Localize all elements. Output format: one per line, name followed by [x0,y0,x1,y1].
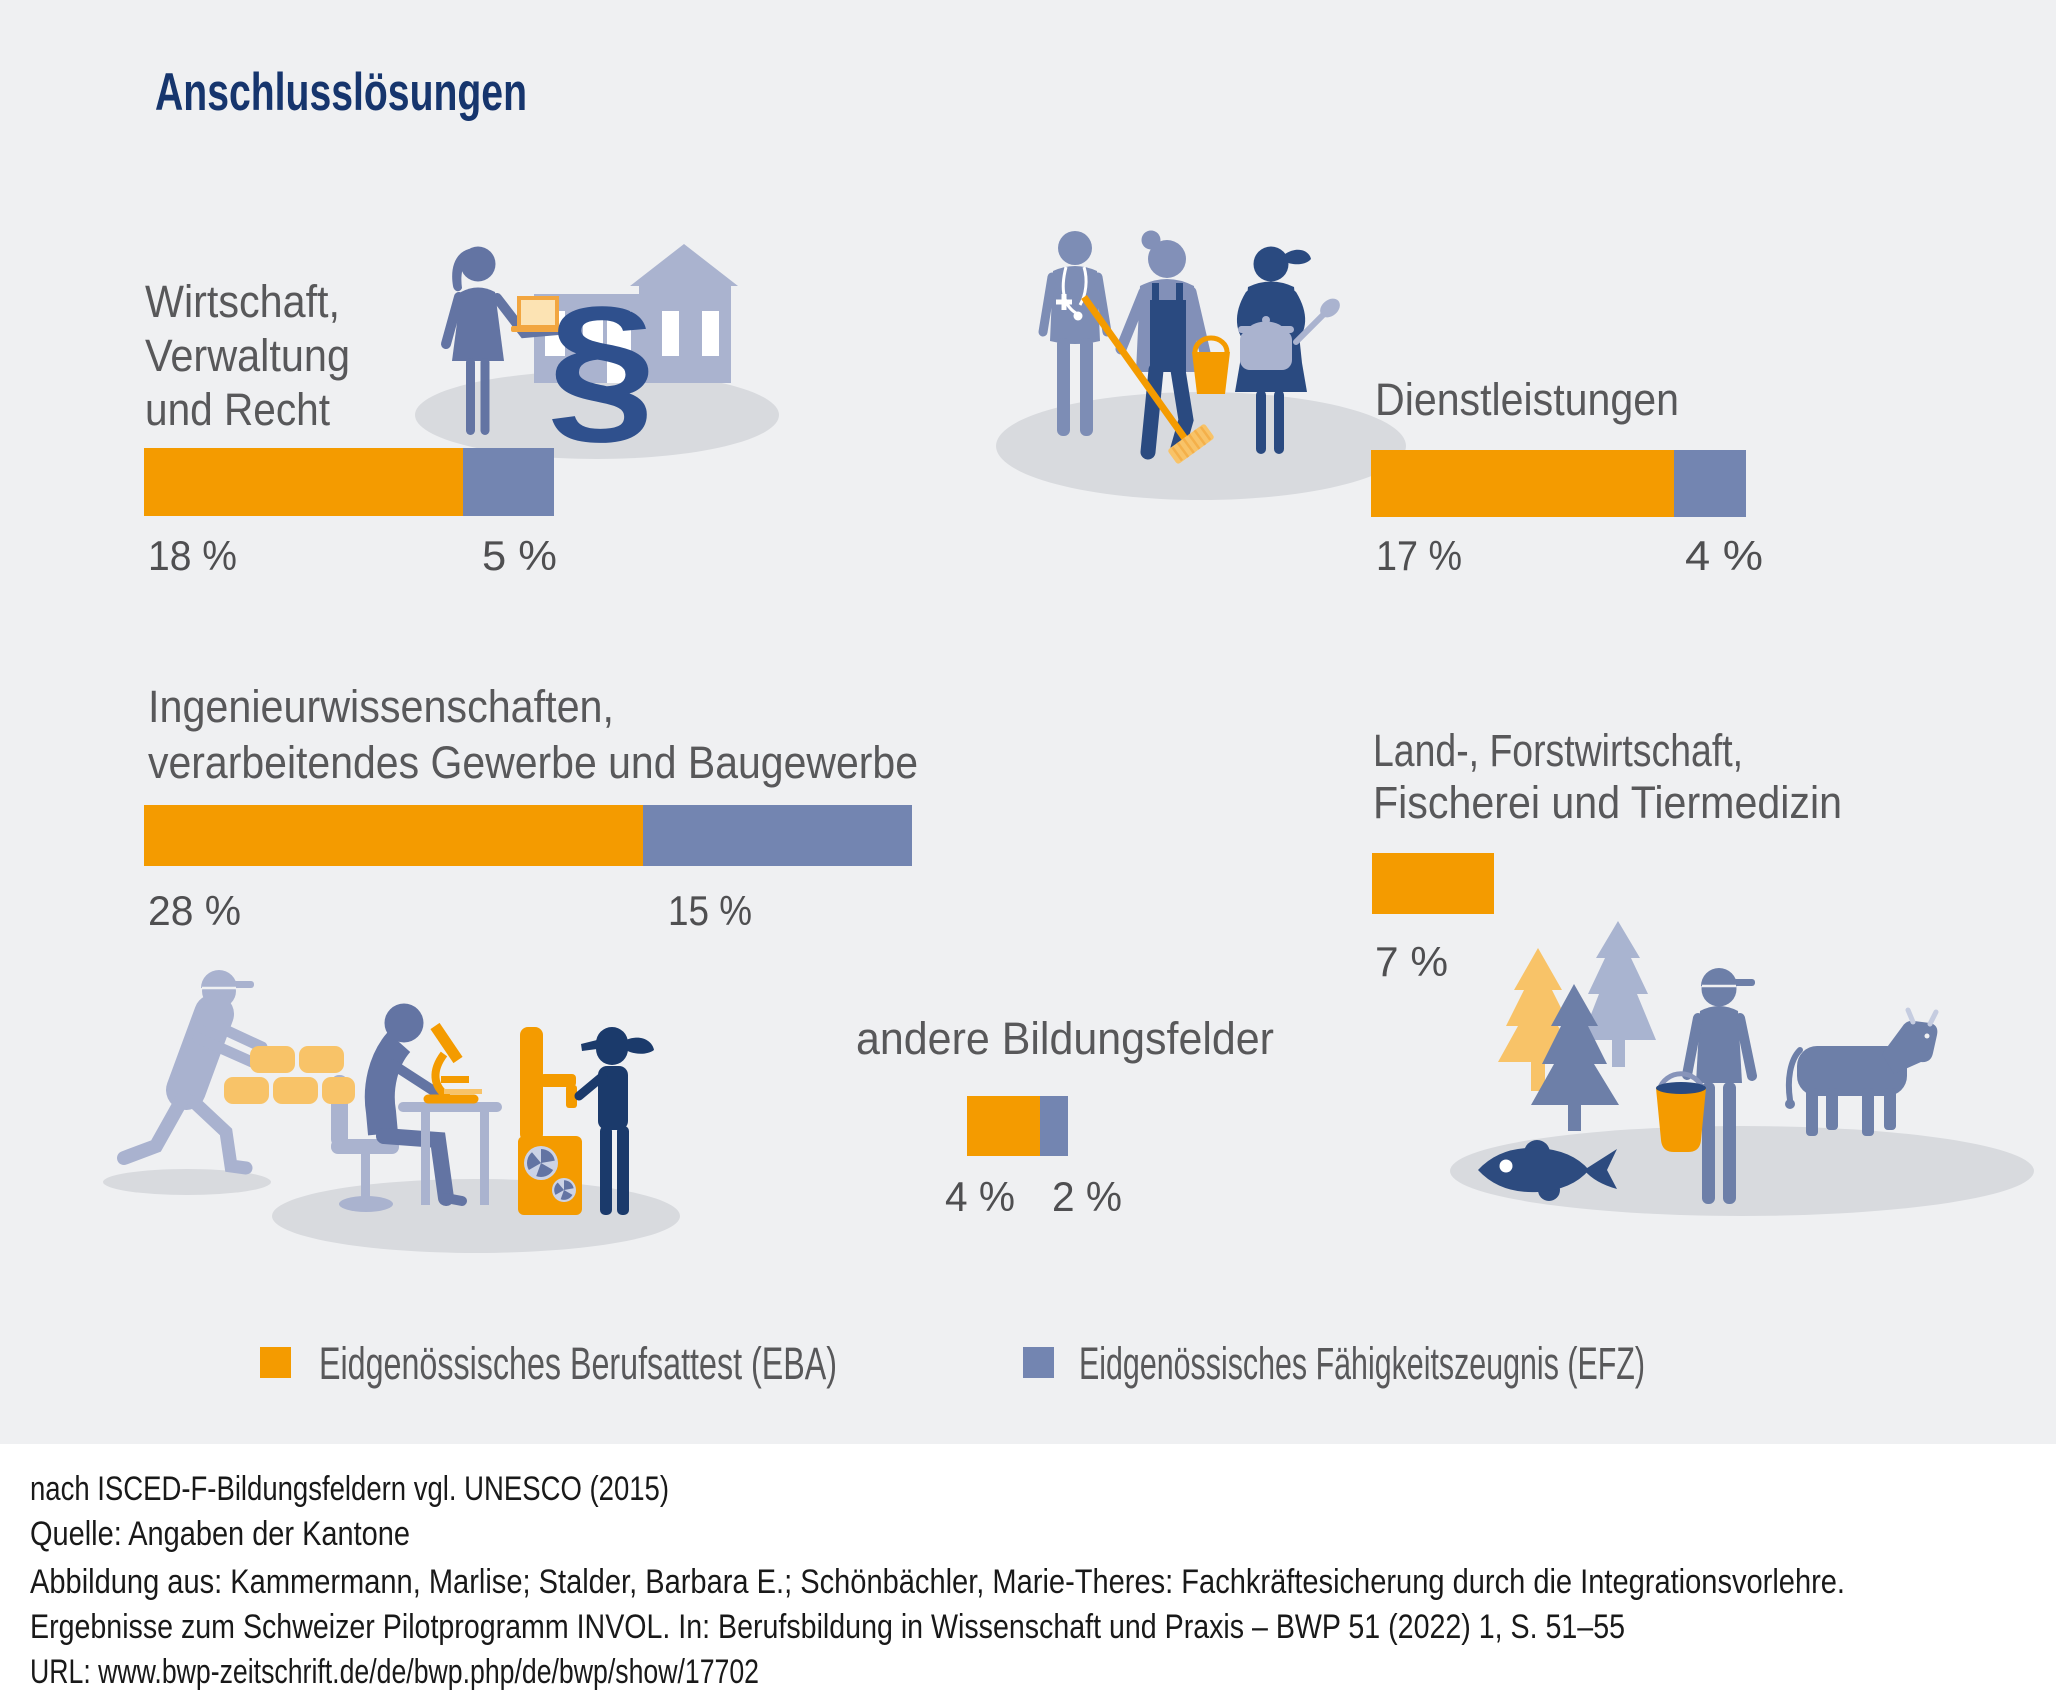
svg-text:7 %: 7 % [1375,938,1448,985]
svg-text:Wirtschaft,: Wirtschaft, [145,276,340,327]
svg-text:4 %: 4 % [1685,532,1763,579]
svg-text:Verwaltung: Verwaltung [145,330,350,381]
svg-text:Eidgenössisches Fähigkeitszeug: Eidgenössisches Fähigkeitszeugnis (EFZ) [1079,1338,1645,1389]
svg-text:17 %: 17 % [1376,532,1462,579]
svg-text:18 %: 18 % [148,532,237,579]
svg-text:28 %: 28 % [148,887,241,934]
svg-text:andere Bildungsfelder: andere Bildungsfelder [856,1013,1274,1064]
svg-text:2 %: 2 % [1052,1173,1122,1220]
svg-text:4 %: 4 % [945,1173,1015,1220]
svg-text:Ingenieurwissenschaften,: Ingenieurwissenschaften, [148,681,614,732]
svg-text:Quelle: Angaben der Kantone: Quelle: Angaben der Kantone [30,1515,410,1553]
svg-text:Anschlusslösungen: Anschlusslösungen [155,63,527,122]
svg-text:URL: www.bwp-zeitschrift.de/de: URL: www.bwp-zeitschrift.de/de/bwp.php/d… [30,1653,759,1691]
svg-text:5 %: 5 % [482,532,557,579]
svg-text:Eidgenössisches Berufsattest (: Eidgenössisches Berufsattest (EBA) [319,1338,837,1389]
svg-text:Dienstleistungen: Dienstleistungen [1375,374,1679,425]
svg-text:Ergebnisse zum Schweizer Pilot: Ergebnisse zum Schweizer Pilotprogramm I… [30,1608,1625,1646]
svg-text:Land-, Forstwirtschaft,: Land-, Forstwirtschaft, [1373,725,1743,776]
svg-text:Abbildung aus: Kammermann, Mar: Abbildung aus: Kammermann, Marlise; Stal… [30,1563,1845,1601]
svg-text:15 %: 15 % [668,887,752,934]
svg-text:verarbeitendes Gewerbe und Bau: verarbeitendes Gewerbe und Baugewerbe [148,737,918,788]
svg-text:Fischerei und Tiermedizin: Fischerei und Tiermedizin [1373,777,1842,828]
svg-text:und Recht: und Recht [145,384,330,435]
svg-text:§: § [547,271,656,460]
svg-text:nach ISCED-F-Bildungsfeldern v: nach ISCED-F-Bildungsfeldern vgl. UNESCO… [30,1470,669,1508]
